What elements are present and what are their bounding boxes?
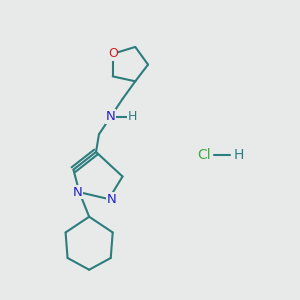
Text: O: O (108, 47, 118, 60)
Text: H: H (128, 110, 137, 123)
Text: N: N (106, 110, 116, 123)
Text: N: N (107, 193, 117, 206)
Text: Cl: Cl (197, 148, 211, 162)
Text: H: H (233, 148, 244, 162)
Text: N: N (73, 186, 82, 199)
